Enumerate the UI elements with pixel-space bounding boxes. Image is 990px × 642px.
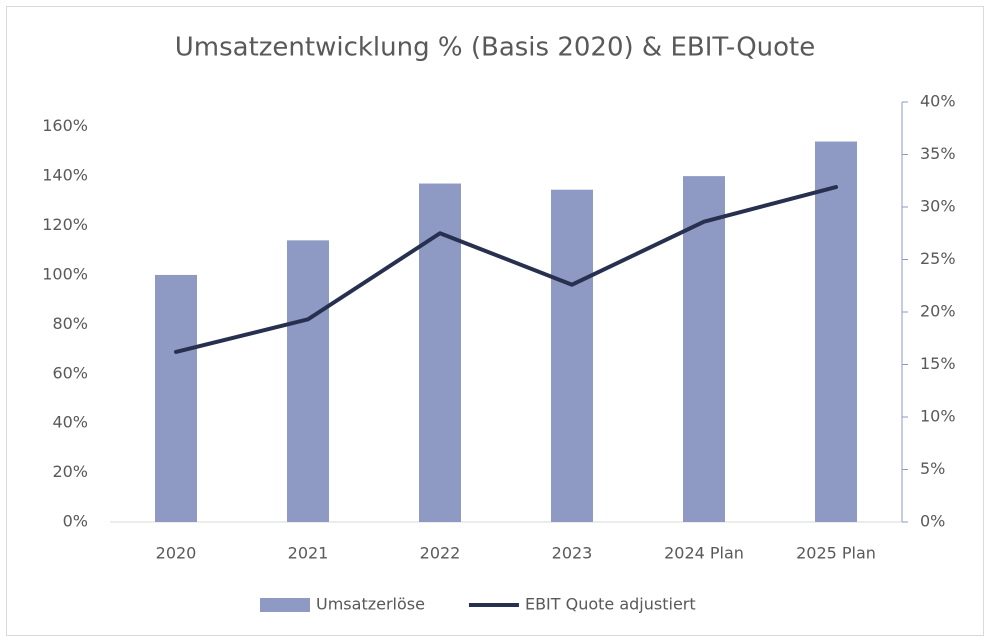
y2-tick-label: 0% [920, 512, 945, 531]
y-tick-label: 140% [42, 166, 88, 185]
bar [815, 141, 857, 522]
x-tick-label: 2023 [552, 544, 593, 563]
legend-label: EBIT Quote adjustiert [525, 595, 696, 614]
y-tick-label: 0% [63, 512, 88, 531]
y-tick-label: 40% [52, 413, 88, 432]
y2-tick-label: 20% [920, 302, 956, 321]
x-tick-label: 2024 Plan [664, 544, 744, 563]
chart-title: Umsatzentwicklung % (Basis 2020) & EBIT-… [175, 33, 816, 63]
bar [155, 274, 197, 522]
y2-tick-label: 5% [920, 459, 945, 478]
y-tick-label: 100% [42, 264, 88, 283]
y2-tick-label: 30% [920, 197, 956, 216]
legend-swatch [260, 598, 310, 612]
legend-label: Umsatzerlöse [316, 595, 425, 614]
line [174, 185, 838, 354]
bar [551, 189, 593, 523]
y2-tick-label: 10% [920, 407, 956, 426]
x-tick-label: 2022 [420, 544, 461, 563]
x-tick-label: 2020 [156, 544, 197, 563]
y2-tick-label: 40% [920, 92, 956, 111]
x-tick-label: 2021 [288, 544, 329, 563]
y-tick-label: 160% [42, 116, 88, 135]
x-tick-label: 2025 Plan [796, 544, 876, 563]
bar [287, 240, 329, 522]
y2-tick-label: 35% [920, 144, 956, 163]
y-tick-label: 20% [52, 462, 88, 481]
y2-tick-label: 25% [920, 249, 956, 268]
bar [683, 176, 725, 522]
y-tick-label: 80% [52, 314, 88, 333]
y-tick-label: 60% [52, 363, 88, 382]
y2-tick-label: 15% [920, 354, 956, 373]
y-tick-label: 120% [42, 215, 88, 234]
